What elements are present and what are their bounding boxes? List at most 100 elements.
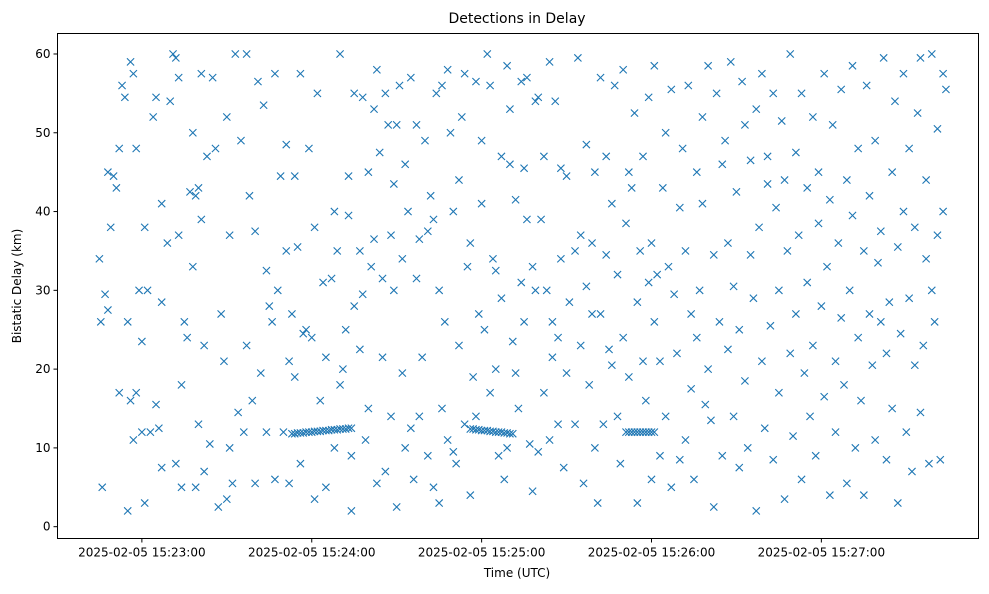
data-point-marker	[321, 483, 330, 492]
data-point-marker	[228, 479, 237, 488]
data-point-marker	[135, 286, 144, 295]
data-point-marker	[361, 436, 370, 445]
data-point-marker	[186, 187, 194, 196]
data-point-marker	[876, 227, 885, 236]
data-point-marker	[783, 246, 792, 255]
data-point-marker	[120, 93, 129, 102]
y-tick-label: 60	[35, 47, 50, 61]
data-point-marker	[398, 369, 407, 378]
data-point-marker	[256, 369, 265, 378]
data-point-marker	[222, 495, 231, 504]
data-point-marker	[319, 278, 328, 287]
data-point-marker	[225, 443, 234, 452]
data-point-marker	[477, 426, 486, 435]
data-point-marker	[242, 49, 251, 58]
data-point-marker	[780, 495, 789, 504]
data-point-marker	[217, 309, 226, 318]
data-point-marker	[619, 333, 628, 342]
data-point-marker	[409, 475, 418, 484]
data-point-marker	[491, 365, 500, 374]
data-point-marker	[163, 239, 172, 248]
data-point-marker	[387, 231, 396, 240]
data-point-marker	[253, 77, 262, 86]
data-point-marker	[225, 231, 234, 240]
data-point-marker	[534, 447, 543, 456]
data-point-marker	[477, 199, 486, 208]
data-point-marker	[837, 85, 846, 94]
data-point-marker	[129, 69, 138, 78]
data-point-marker	[270, 69, 279, 78]
data-point-marker	[152, 400, 161, 409]
data-point-marker	[401, 160, 410, 169]
data-point-marker	[633, 499, 642, 508]
data-point-marker	[268, 317, 277, 326]
data-point-marker	[423, 227, 432, 236]
data-point-marker	[701, 400, 710, 409]
data-point-marker	[644, 278, 653, 287]
data-point-marker	[698, 199, 707, 208]
data-point-marker	[262, 266, 271, 275]
data-point-marker	[522, 73, 531, 82]
data-point-marker	[610, 81, 619, 90]
data-point-marker	[522, 215, 531, 224]
data-point-marker	[511, 195, 520, 204]
data-point-marker	[772, 203, 781, 212]
data-point-marker	[251, 227, 260, 236]
data-point-marker	[706, 416, 715, 425]
data-point-marker	[888, 168, 897, 177]
data-point-marker	[486, 81, 495, 90]
data-point-marker	[222, 113, 231, 121]
data-point-marker	[406, 424, 415, 433]
data-point-marker	[401, 443, 410, 452]
data-point-marker	[157, 199, 166, 208]
data-point-marker	[347, 451, 356, 460]
data-point-marker	[511, 369, 520, 378]
data-point-marker	[364, 168, 373, 177]
data-point-marker	[503, 61, 512, 70]
data-point-marker	[633, 428, 642, 437]
data-point-marker	[636, 246, 645, 255]
data-point-marker	[282, 246, 291, 255]
data-point-marker	[607, 199, 616, 208]
data-point-marker	[633, 298, 642, 307]
data-point-marker	[740, 120, 749, 129]
data-point-marker	[922, 176, 931, 185]
data-point-marker	[103, 306, 112, 315]
data-point-marker	[514, 404, 523, 413]
data-point-marker	[811, 451, 820, 460]
data-point-marker	[916, 53, 925, 62]
data-point-marker	[248, 396, 257, 405]
data-point-marker	[740, 376, 749, 385]
data-point-marker	[590, 443, 599, 452]
data-point-marker	[817, 302, 826, 311]
data-point-marker	[106, 223, 115, 232]
data-point-marker	[641, 396, 650, 405]
data-point-marker	[630, 428, 639, 437]
data-point-marker	[191, 191, 200, 200]
data-point-marker	[893, 499, 902, 508]
data-point-marker	[831, 428, 840, 437]
data-point-marker	[865, 191, 874, 200]
data-point-marker	[174, 231, 183, 240]
data-point-marker	[302, 325, 311, 334]
data-point-marker	[551, 97, 560, 106]
data-point-marker	[791, 148, 800, 157]
data-point-marker	[381, 89, 390, 98]
data-point-marker	[169, 49, 178, 58]
data-point-marker	[888, 404, 897, 413]
data-point-marker	[899, 69, 908, 78]
data-point-marker	[96, 317, 105, 326]
data-point-marker	[194, 183, 203, 192]
data-point-marker	[729, 282, 738, 291]
data-point-marker	[774, 286, 783, 295]
data-point-marker	[590, 168, 599, 177]
data-point-marker	[307, 333, 316, 342]
data-point-marker	[392, 502, 401, 511]
data-point-marker	[718, 451, 727, 460]
data-point-marker	[596, 309, 605, 318]
data-point-marker	[639, 152, 647, 161]
data-point-marker	[814, 168, 823, 177]
data-point-marker	[820, 69, 829, 78]
data-point-marker	[528, 262, 537, 271]
